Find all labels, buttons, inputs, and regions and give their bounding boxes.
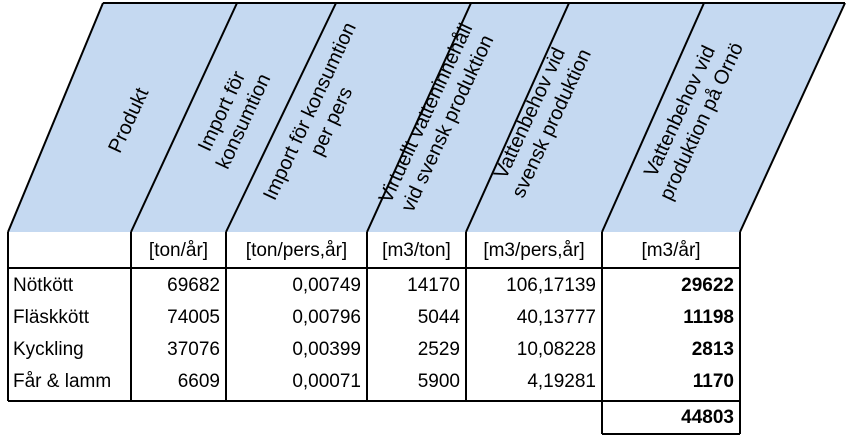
table-cell: 6609 — [177, 371, 220, 392]
header-fills — [8, 3, 845, 232]
table-cell: 14170 — [407, 275, 460, 296]
table-grid — [7, 2, 846, 435]
table-cell: 2529 — [417, 339, 460, 360]
table-cell: 0,00749 — [292, 275, 361, 296]
table-cell: 5900 — [417, 371, 460, 392]
header-cell-fill — [131, 3, 336, 232]
table-row-label: Får & lamm — [13, 371, 112, 392]
table-cell: 11198 — [683, 307, 734, 328]
unit-cell: [m3/år] — [641, 240, 701, 261]
table-cell: 106,17139 — [506, 275, 596, 296]
table-cell: 40,13777 — [516, 307, 596, 328]
table-cell: 29622 — [681, 275, 734, 296]
unit-cell: [ton/år] — [148, 240, 209, 261]
table-cell: 4,19281 — [527, 371, 596, 392]
table-cell: 10,08228 — [516, 339, 596, 360]
unit-cell — [8, 236, 131, 266]
unit-cell: [m3/pers,år] — [483, 240, 585, 261]
header-cell-fill — [466, 3, 704, 232]
table-row-label: Nötkött — [13, 275, 74, 296]
table-cell: 37076 — [167, 339, 220, 360]
header-cell-fill — [8, 3, 237, 232]
header-cell-fill — [226, 3, 471, 232]
table-cell: 0,00399 — [292, 339, 361, 360]
table-row-label: Kyckling — [13, 339, 84, 360]
table-cell: 5044 — [417, 307, 460, 328]
unit-cell: [ton/pers,år] — [245, 240, 348, 261]
table-cell: 74005 — [167, 307, 220, 328]
table-cell: 69682 — [167, 275, 220, 296]
header-cell-fill — [367, 3, 569, 232]
unit-cell: [m3/ton] — [382, 240, 451, 261]
table-row-label: Fläskkött — [13, 307, 90, 328]
table-cell: 0,00796 — [292, 307, 361, 328]
table-cell: 1170 — [692, 371, 734, 392]
header-cell-fill — [602, 3, 845, 232]
table-cell: 2813 — [691, 339, 734, 360]
total-cell: 44803 — [681, 407, 734, 428]
table-cell: 0,00071 — [292, 371, 361, 392]
